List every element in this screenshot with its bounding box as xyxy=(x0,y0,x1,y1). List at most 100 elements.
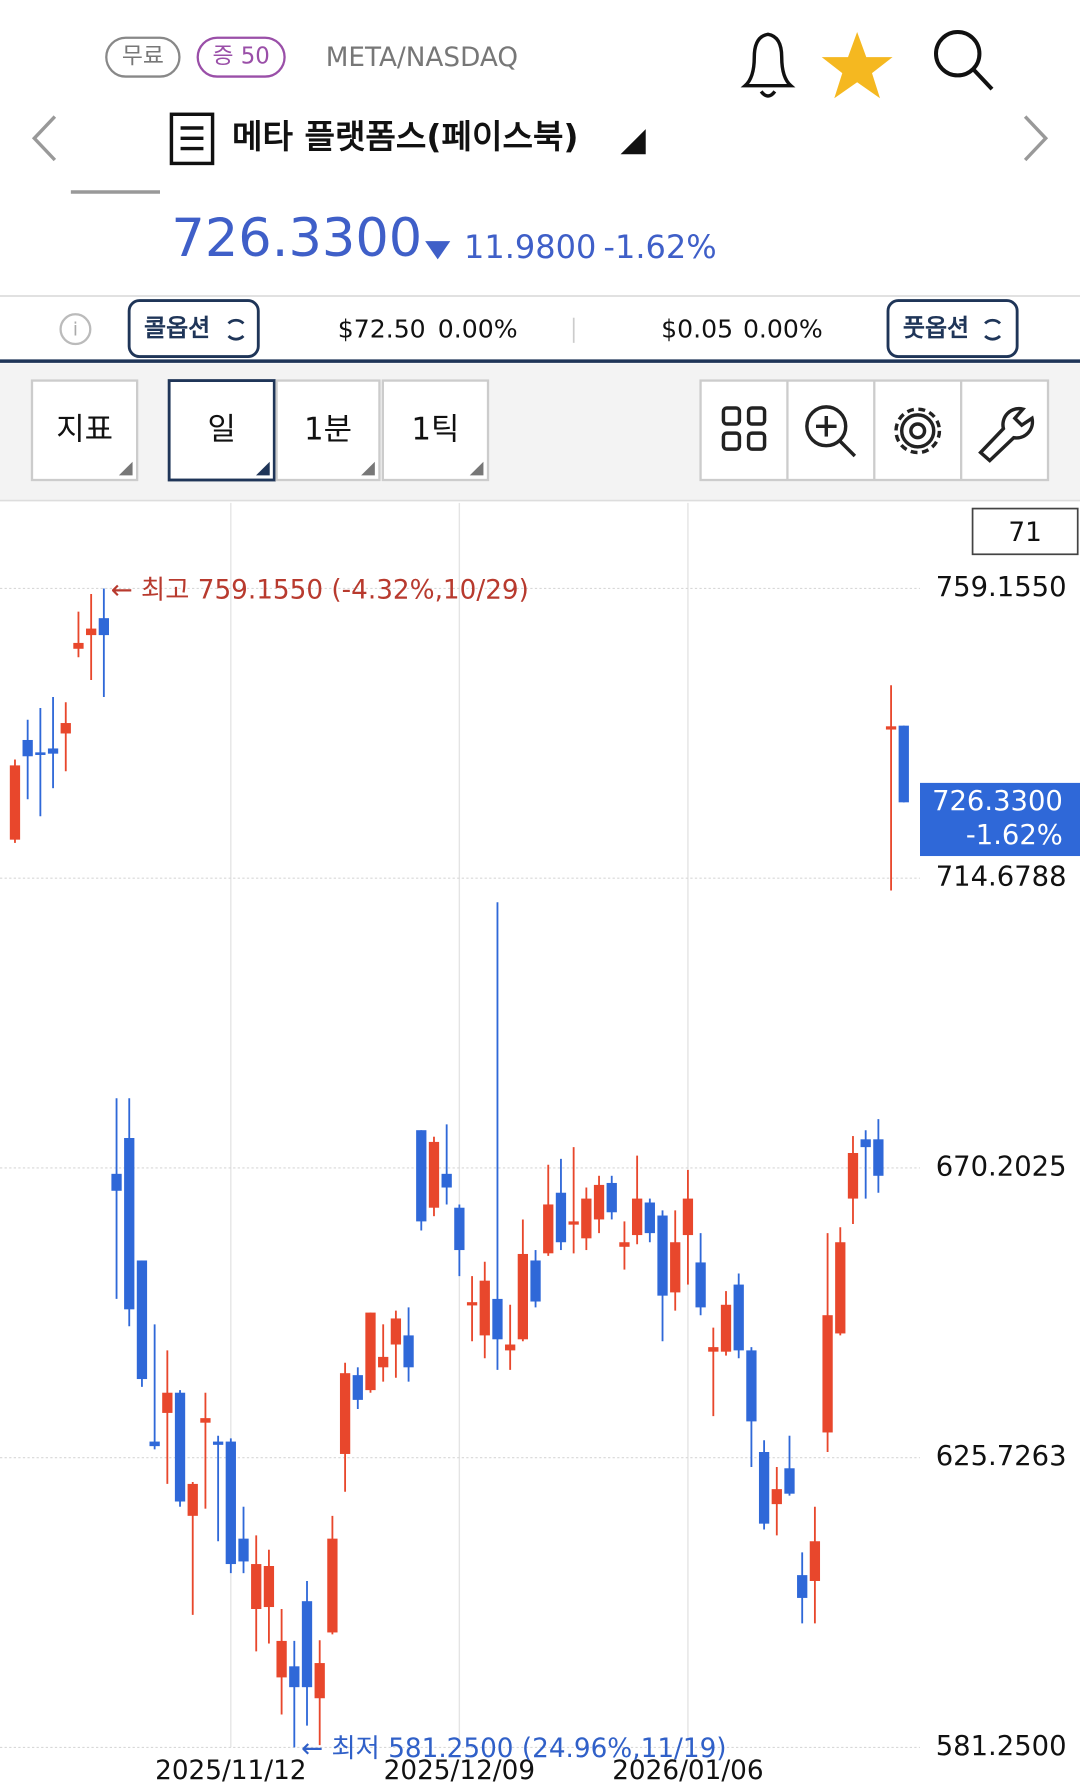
swap-icon xyxy=(227,318,245,341)
candle-body xyxy=(60,723,71,734)
candle-body xyxy=(682,1198,694,1236)
low-annotation: ← 최저 581.2500 (24.96%,11/19) xyxy=(301,1734,726,1764)
candle-body xyxy=(251,1564,262,1609)
candle-body xyxy=(441,1173,452,1188)
candle-body xyxy=(22,739,33,757)
price-change-pct: -1.62% xyxy=(603,228,716,266)
zoom-icon[interactable] xyxy=(805,405,857,458)
candle-body xyxy=(631,1198,643,1236)
call-price: $72.50 xyxy=(338,314,426,343)
search-icon[interactable] xyxy=(934,29,994,91)
corner-mark xyxy=(256,461,270,476)
candle-body xyxy=(238,1538,249,1562)
candle-body xyxy=(708,1347,719,1352)
toolbar-button-label: 1틱 xyxy=(411,411,459,447)
swap-icon xyxy=(984,318,1002,341)
toolbar-button[interactable] xyxy=(381,379,490,482)
toolbar-button-label: 일 xyxy=(208,411,236,447)
candle-body xyxy=(720,1304,732,1352)
candle-body xyxy=(276,1640,287,1678)
candle-body xyxy=(35,752,46,755)
candle-body xyxy=(530,1260,541,1302)
high-annotation: ← 최고 759.1550 (-4.32%,10/29) xyxy=(111,575,529,605)
last-price-box xyxy=(920,782,1080,857)
candle-body xyxy=(111,1173,122,1191)
candle-body xyxy=(657,1215,668,1296)
put-pct: 0.00% xyxy=(743,314,823,343)
toolbar-button[interactable] xyxy=(167,379,276,482)
candle-body xyxy=(784,1468,795,1494)
next-button[interactable] xyxy=(1023,115,1049,162)
candle-body xyxy=(479,1280,490,1336)
toolbar-button-label: 1분 xyxy=(304,411,352,447)
candle-body xyxy=(860,1139,871,1148)
count-box xyxy=(971,507,1079,556)
visible-count: 71 xyxy=(1008,518,1041,548)
bell-icon[interactable] xyxy=(740,32,796,98)
candle-body xyxy=(136,1260,148,1380)
candle-body xyxy=(86,628,97,636)
dropdown-icon[interactable] xyxy=(620,129,646,155)
prev-button[interactable] xyxy=(31,115,57,162)
star-icon[interactable] xyxy=(821,32,893,99)
put-button[interactable] xyxy=(886,299,1019,358)
candle-body xyxy=(619,1242,630,1247)
put-label: 풋옵션 xyxy=(903,314,969,342)
stock-title[interactable]: 메타 플랫폼스(페이스북) xyxy=(232,117,579,156)
candle-body xyxy=(301,1601,313,1688)
candle-body xyxy=(162,1392,173,1413)
layout-icon[interactable] xyxy=(721,406,767,451)
candle-body xyxy=(339,1373,351,1454)
candle-body xyxy=(200,1418,211,1423)
candle-body xyxy=(593,1184,605,1220)
candle-body xyxy=(378,1356,389,1368)
candle-body xyxy=(225,1441,236,1565)
call-pct: 0.00% xyxy=(438,314,518,343)
candle-body xyxy=(187,1483,198,1516)
price-change: 11.9800 xyxy=(464,228,596,266)
settings-icon[interactable] xyxy=(894,407,942,455)
candle-body xyxy=(352,1375,363,1400)
badge-text: 무료 xyxy=(122,44,164,70)
candle-body xyxy=(454,1207,465,1251)
last-change-label: -1.62% xyxy=(966,820,1063,851)
candle-body xyxy=(314,1663,325,1699)
toolbar-button[interactable] xyxy=(30,379,139,482)
candle-body xyxy=(289,1666,300,1688)
candle-body xyxy=(746,1350,757,1422)
candle-body xyxy=(403,1335,414,1368)
symbol: META/NASDAQ xyxy=(326,43,518,73)
candle-body xyxy=(98,618,109,636)
candle-body xyxy=(695,1262,706,1308)
candle-body xyxy=(771,1489,782,1505)
svg-text:i: i xyxy=(73,319,78,340)
call-label: 콜옵션 xyxy=(144,314,210,342)
down-arrow xyxy=(425,241,451,260)
toolbar-button[interactable] xyxy=(275,379,381,482)
candle-body xyxy=(873,1139,884,1176)
menu-icon[interactable] xyxy=(169,112,215,166)
candle-body xyxy=(124,1138,135,1310)
candle-body xyxy=(149,1441,160,1447)
candle-body xyxy=(212,1441,224,1445)
y-tick-label: 714.6788 xyxy=(936,862,1067,893)
candle-body xyxy=(492,1298,503,1340)
tool-icon[interactable] xyxy=(978,406,1035,463)
candle-body xyxy=(517,1253,528,1340)
candle-body xyxy=(797,1575,808,1598)
candle-body xyxy=(670,1242,681,1293)
chart: 2025/11/12 2025/12/09 2026/01/06 759.1550 71… xyxy=(0,502,1080,1786)
badge[interactable] xyxy=(196,36,286,78)
candle-body xyxy=(327,1538,338,1633)
info-icon[interactable]: i xyxy=(59,313,92,346)
y-tick-label: 670.2025 xyxy=(936,1151,1067,1182)
last-price-label: 726.3300 xyxy=(932,786,1063,817)
candle-body xyxy=(47,748,59,754)
candle-body xyxy=(898,725,909,803)
call-button[interactable] xyxy=(127,299,260,358)
candle-body xyxy=(835,1242,846,1334)
corner-mark xyxy=(469,461,484,476)
toolbar-button-label: 지표 xyxy=(56,411,113,447)
